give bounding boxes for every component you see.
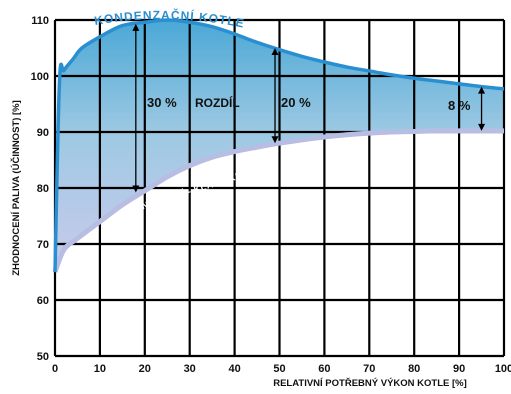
y-tick-label: 70 [37, 239, 49, 251]
x-axis-ticks: 0 10 20 30 40 50 60 70 80 90 100 [52, 363, 511, 375]
annotation-difference-word: ROZDÍL [195, 95, 240, 110]
grid [53, 18, 506, 358]
annotation-30-percent: 30 % [147, 95, 177, 110]
difference-arrowhead-down [271, 136, 279, 144]
difference-arrowhead-down [132, 185, 140, 193]
difference-arrowhead-up [478, 86, 486, 94]
y-tick-label: 90 [37, 127, 49, 139]
difference-arrows [132, 23, 486, 193]
x-tick-label: 0 [52, 363, 58, 375]
x-tick-label: 100 [495, 363, 511, 375]
difference-arrowhead-down [478, 123, 486, 131]
y-tick-label: 100 [31, 71, 49, 83]
x-tick-label: 30 [184, 363, 196, 375]
difference-arrowhead-up [132, 23, 140, 31]
difference-area [55, 20, 504, 272]
difference-arrowhead-up [271, 48, 279, 55]
plot-area [52, 18, 506, 358]
x-axis-label: RELATIVNÍ POTŘEBNÝ VÝKON KOTLE [%] [273, 377, 467, 389]
x-tick-label: 20 [139, 363, 151, 375]
x-tick-label: 40 [228, 363, 240, 375]
y-tick-label: 50 [37, 351, 49, 363]
series-line-condensing [53, 18, 505, 273]
y-tick-label: 60 [37, 295, 49, 307]
x-tick-label: 70 [363, 363, 375, 375]
y-axis-label: ZHODNOCENÍ PALIVA (ÚČINNOST) [%] [10, 100, 22, 276]
x-tick-label: 60 [318, 363, 330, 375]
x-tick-label: 10 [94, 363, 106, 375]
annotation-20-percent: 20 % [281, 95, 311, 110]
annotation-8-percent: 8 % [448, 98, 471, 113]
y-tick-label: 110 [31, 15, 49, 27]
x-tick-label: 50 [273, 363, 285, 375]
y-axis-ticks: 50 60 70 80 90 100 110 [31, 15, 49, 363]
x-tick-label: 80 [408, 363, 420, 375]
y-tick-label: 80 [37, 183, 49, 195]
series-line-standard [52, 128, 504, 273]
x-tick-label: 90 [453, 363, 465, 375]
